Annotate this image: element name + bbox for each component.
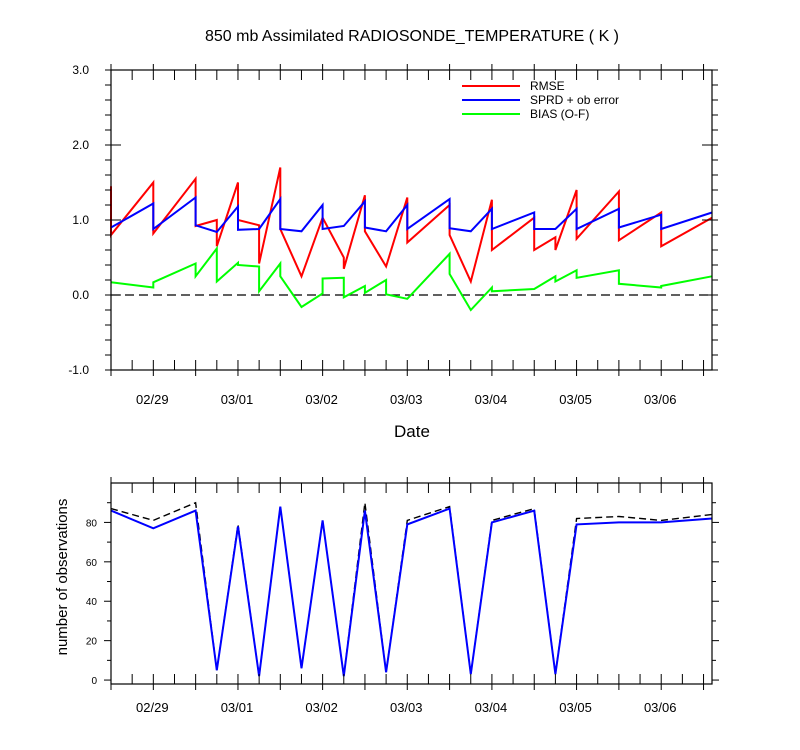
observations-line-assimilated xyxy=(110,506,713,677)
y-axis-label-observations: number of observations xyxy=(54,499,71,656)
bottom-x-tick-label: 03/03 xyxy=(390,700,423,715)
bottom-y-tick-label: 0 xyxy=(91,676,97,687)
legend-label-rmse: RMSE xyxy=(530,79,565,93)
bottom-x-tick-label: 03/02 xyxy=(305,700,338,715)
legend-label-sprd-ob-error: SPRD + ob error xyxy=(530,93,619,107)
top-y-tick-label: -1.0 xyxy=(68,363,89,377)
top-x-tick-label: 03/05 xyxy=(559,392,592,407)
rmse-panel: 850 mb Assimilated RADIOSONDE_TEMPERATUR… xyxy=(68,28,718,441)
bottom-y-tick-label: 40 xyxy=(86,597,98,608)
top-y-tick-label: 3.0 xyxy=(72,63,89,77)
bottom-x-tick-label: 03/01 xyxy=(221,700,254,715)
top-x-tick-label: 03/06 xyxy=(644,392,677,407)
top-x-tick-label: 03/02 xyxy=(305,392,338,407)
series-line-sprd-ob-error xyxy=(110,195,713,234)
bottom-plot-frame xyxy=(110,482,713,685)
top-y-tick-label: 1.0 xyxy=(72,213,89,227)
top-plot-frame xyxy=(110,69,713,371)
bottom-x-tick-label: 03/05 xyxy=(559,700,592,715)
top-y-tick-label: 2.0 xyxy=(72,138,89,152)
bottom-y-tick-label: 80 xyxy=(86,518,98,529)
series-line-rmse xyxy=(110,167,713,285)
x-axis-label: Date xyxy=(394,422,430,441)
bottom-y-tick-label: 60 xyxy=(86,558,98,569)
top-x-tick-label: 03/01 xyxy=(221,392,254,407)
chart-title: 850 mb Assimilated RADIOSONDE_TEMPERATUR… xyxy=(205,28,619,45)
observations-panel: 0 20 40 60 80 02/29 03/01 03/02 03/03 03/04 03/05 0… xyxy=(54,477,719,715)
bottom-x-tick-label: 02/29 xyxy=(136,700,169,715)
top-x-tick-label: 03/03 xyxy=(390,392,423,407)
observations-line-possible xyxy=(110,501,713,677)
bottom-y-tick-label: 20 xyxy=(86,637,98,648)
series-line-bias-o-f xyxy=(110,245,713,312)
top-x-tick-label: 03/04 xyxy=(475,392,508,407)
top-y-tick-label: 0.0 xyxy=(72,288,89,302)
bottom-x-tick-label: 03/06 xyxy=(644,700,677,715)
top-x-tick-label: 02/29 xyxy=(136,392,169,407)
legend-label-bias-o-f: BIAS (O-F) xyxy=(530,107,589,121)
bottom-x-tick-label: 03/04 xyxy=(475,700,508,715)
